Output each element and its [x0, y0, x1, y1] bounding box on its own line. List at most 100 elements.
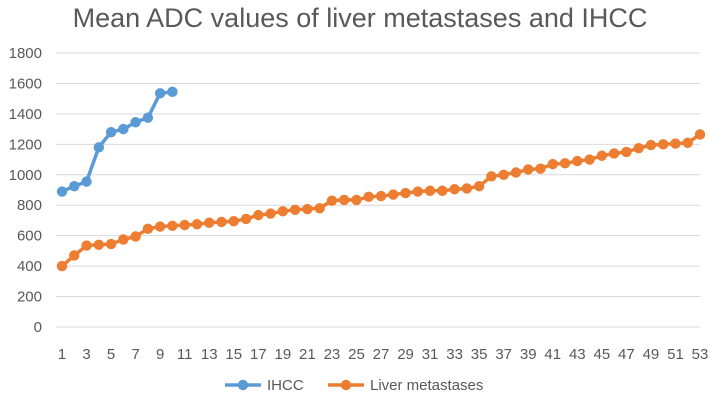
x-tick-label: 37: [495, 346, 512, 363]
y-tick-label: 800: [17, 197, 42, 214]
y-tick-label: 0: [34, 319, 42, 336]
series-ihcc: [56, 86, 178, 197]
data-point: [240, 213, 252, 225]
series-line: [60, 90, 175, 194]
data-point: [596, 150, 608, 161]
data-point: [179, 219, 190, 231]
data-point: [277, 206, 289, 217]
x-tick-label: 45: [594, 346, 611, 363]
series-layer: [56, 86, 706, 272]
legend-label: Liver metastases: [370, 377, 483, 394]
data-point: [130, 117, 141, 128]
legend-swatch-marker: [237, 379, 249, 391]
data-point: [670, 138, 681, 149]
data-point: [142, 112, 154, 123]
x-tick-label: 11: [177, 346, 193, 363]
data-point: [412, 186, 424, 197]
x-tick-label: 41: [544, 346, 561, 363]
data-point: [302, 203, 313, 215]
x-tick-label: 29: [397, 346, 414, 363]
data-point: [338, 194, 350, 206]
data-point: [657, 139, 669, 150]
x-tick-label: 5: [107, 346, 115, 363]
data-point: [167, 86, 178, 98]
data-point: [523, 164, 534, 175]
legend-item: Liver metastases: [328, 377, 483, 394]
x-tick-label: 51: [667, 346, 684, 363]
x-tick-label: 39: [520, 346, 537, 363]
data-point: [486, 171, 497, 182]
y-tick-label: 1800: [9, 45, 42, 62]
data-point: [253, 209, 264, 221]
x-tick-label: 9: [156, 346, 164, 363]
data-point: [584, 154, 595, 165]
data-point: [265, 208, 276, 219]
data-point: [69, 250, 80, 261]
data-point: [154, 221, 166, 232]
data-point: [118, 123, 129, 135]
data-point: [105, 238, 117, 250]
x-tick-label: 49: [643, 346, 660, 363]
data-point: [204, 217, 215, 228]
x-tick-label: 43: [569, 346, 586, 363]
grid-layer: [56, 52, 700, 328]
x-tick-label: 25: [348, 346, 365, 363]
data-point: [81, 240, 92, 251]
data-point: [608, 148, 620, 159]
data-point: [682, 137, 693, 149]
data-point: [142, 223, 154, 235]
data-point: [694, 129, 706, 140]
data-point: [388, 189, 399, 200]
x-tick-label: 27: [373, 346, 390, 363]
y-axis: 0 200 400 600 800 1000 1200 1400 1600 1800: [9, 45, 42, 336]
data-point: [167, 220, 178, 231]
series-liver-metastases: [56, 129, 706, 272]
data-point: [93, 142, 105, 153]
data-point: [535, 163, 546, 174]
data-point: [228, 216, 239, 227]
data-point: [633, 142, 644, 154]
data-point: [621, 146, 632, 158]
x-tick-label: 23: [324, 346, 341, 363]
data-point: [191, 219, 203, 230]
data-point: [351, 194, 362, 206]
legend-label: IHCC: [267, 377, 304, 394]
x-tick-label: 53: [692, 346, 709, 363]
legend-item: IHCC: [225, 377, 304, 394]
x-tick-label: 1: [58, 346, 66, 363]
data-point: [437, 185, 448, 196]
data-point: [645, 139, 657, 151]
data-point: [118, 234, 129, 245]
y-tick-label: 1400: [9, 106, 42, 123]
y-tick-label: 1600: [9, 75, 42, 92]
data-point: [289, 204, 301, 215]
y-tick-label: 400: [17, 258, 42, 275]
x-tick-label: 7: [131, 346, 139, 363]
data-point: [56, 260, 68, 272]
data-point: [510, 167, 522, 178]
y-tick-label: 200: [17, 289, 42, 306]
data-point: [363, 191, 374, 203]
legend-swatch-marker: [340, 379, 352, 391]
data-point: [326, 195, 338, 206]
x-axis: 1 3 5 7 9 11 13 15 17 19 21 23 25 27 29 31 33 35 37 39 41 43 4…: [58, 346, 709, 363]
y-tick-label: 1200: [9, 136, 42, 153]
data-point: [461, 183, 473, 194]
x-tick-label: 3: [82, 346, 90, 363]
data-point: [449, 184, 460, 195]
y-tick-label: 600: [17, 228, 42, 245]
data-point: [498, 169, 509, 180]
data-point: [559, 158, 571, 169]
data-point: [56, 186, 68, 197]
x-tick-label: 13: [201, 346, 218, 363]
data-point: [473, 180, 485, 192]
data-point: [105, 126, 117, 138]
data-point: [130, 231, 141, 242]
x-tick-label: 17: [250, 346, 267, 363]
data-point: [81, 176, 92, 187]
data-point: [400, 187, 411, 199]
legend: IHCC Liver metastases: [225, 377, 483, 394]
data-point: [572, 155, 583, 167]
